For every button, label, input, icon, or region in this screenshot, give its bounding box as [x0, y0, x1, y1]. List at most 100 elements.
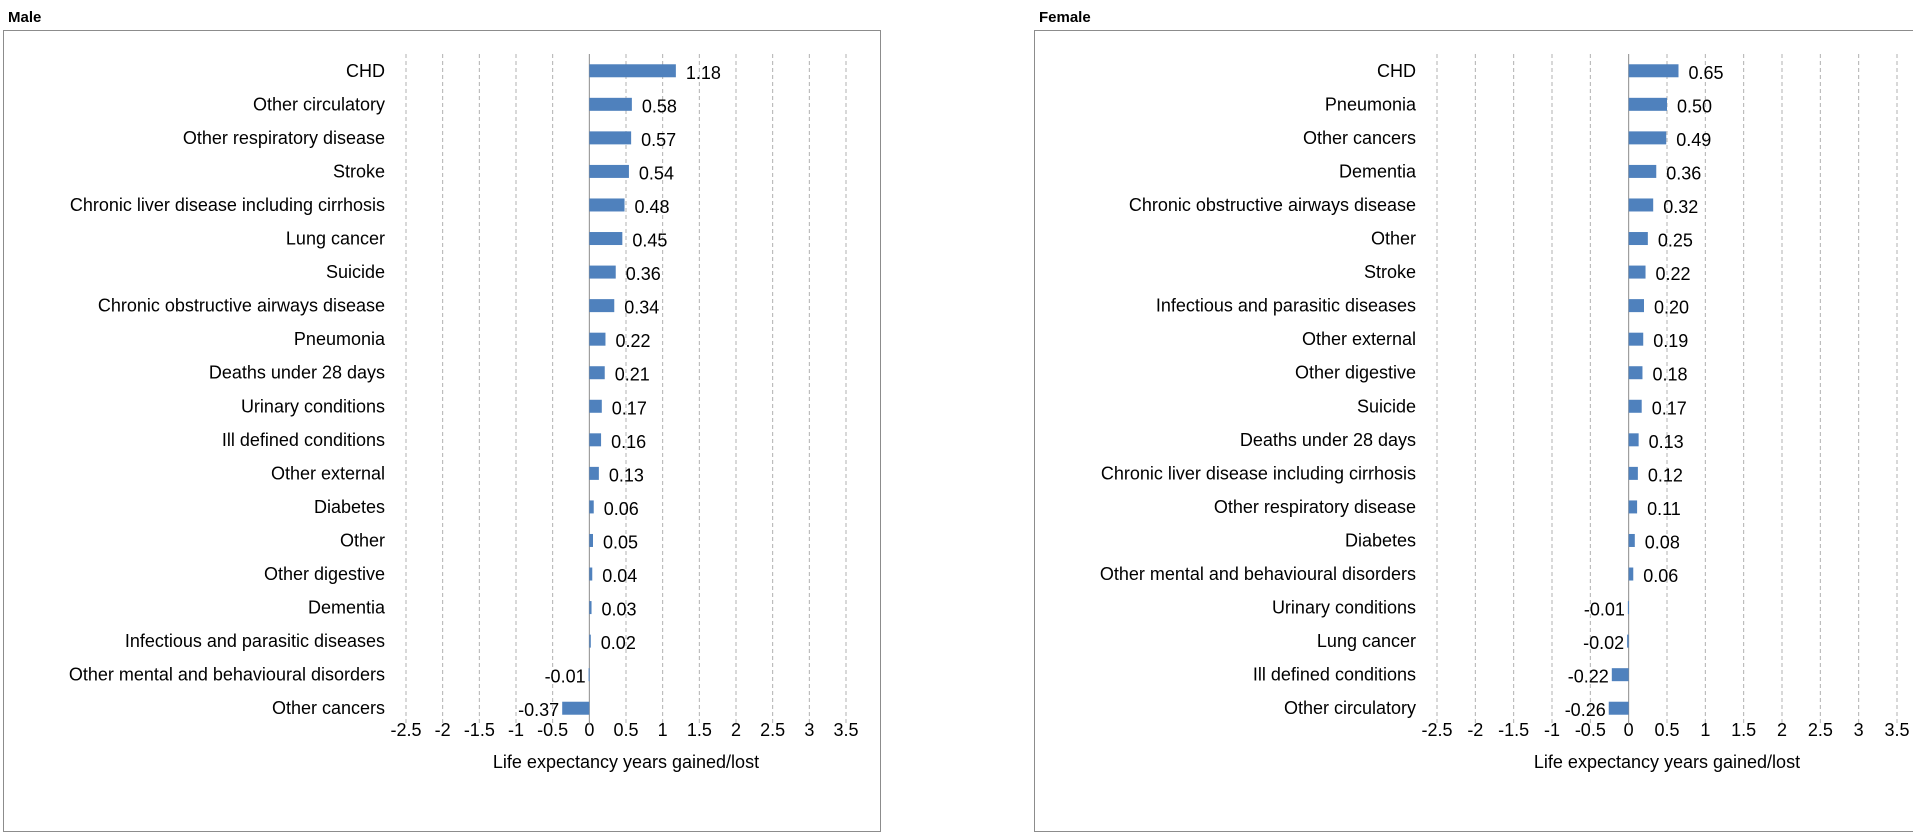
female-chart-frame: -2.5 -2 -1.5 -1 -0.5 0 0.5 1 1.5 2 2.5 3 3.5 CHD 0.65 P…	[1034, 30, 1913, 832]
bar	[1628, 500, 1638, 514]
data-label: 0.03	[602, 600, 637, 620]
category-label: Suicide	[1357, 396, 1416, 416]
bar	[589, 164, 629, 178]
x-tick-label: 1.5	[687, 720, 712, 740]
data-label: 0.22	[615, 331, 650, 351]
category-label: Chronic liver disease including cirrhosi…	[1101, 463, 1416, 483]
data-label: 0.20	[1654, 298, 1689, 318]
data-label: 0.57	[641, 130, 676, 150]
data-label: 0.34	[624, 298, 659, 318]
x-tick-label: 3.5	[833, 720, 858, 740]
x-tick-label: 2.5	[1808, 720, 1833, 740]
data-label: 0.06	[604, 499, 639, 519]
category-label: Other external	[271, 463, 385, 483]
category-label: Other	[1371, 229, 1416, 249]
data-label: 0.48	[635, 197, 670, 217]
x-tick-label: -1	[508, 720, 524, 740]
bar	[588, 668, 590, 682]
data-label: 0.12	[1648, 465, 1683, 485]
data-label: 0.58	[642, 96, 677, 116]
category-label: CHD	[346, 61, 385, 81]
category-label: Other circulatory	[1284, 698, 1416, 718]
category-label: Other mental and behavioural disorders	[69, 665, 385, 685]
data-label: 0.36	[1666, 163, 1701, 183]
category-label: Deaths under 28 days	[209, 363, 385, 383]
bar	[589, 299, 615, 313]
female-chart-title: Female	[1039, 9, 1091, 26]
bar	[589, 198, 625, 212]
data-label: 0.54	[639, 163, 674, 183]
bar	[1608, 701, 1629, 715]
data-label: 0.19	[1653, 331, 1688, 351]
category-label: Infectious and parasitic diseases	[125, 631, 385, 651]
category-label: Other digestive	[1295, 363, 1416, 383]
x-tick-label: 0	[584, 720, 594, 740]
x-tick-label: 1	[1700, 720, 1710, 740]
category-label: Pneumonia	[1325, 94, 1417, 114]
bar	[589, 500, 594, 514]
category-label: Chronic obstructive airways disease	[98, 296, 385, 316]
bar	[1628, 198, 1654, 212]
bar	[1627, 634, 1629, 648]
bar	[589, 131, 632, 145]
bar	[589, 567, 593, 581]
bar	[589, 232, 623, 246]
category-label: Diabetes	[1345, 530, 1416, 550]
bar	[589, 97, 632, 111]
category-label: Urinary conditions	[1272, 598, 1416, 618]
male-chart-title: Male	[8, 9, 42, 26]
bar	[1628, 299, 1644, 313]
data-label: 0.25	[1658, 231, 1693, 251]
bar	[1628, 332, 1644, 346]
data-label: -0.01	[1584, 600, 1625, 620]
x-axis-title: Life expectancy years gained/lost	[493, 752, 759, 772]
data-label: 0.13	[609, 465, 644, 485]
male-bar-chart: -2.5 -2 -1.5 -1 -0.5 0 0.5 1 1.5 2 2.5 3 3.5 CHD 1.18 O…	[69, 54, 859, 772]
data-label: 0.13	[1649, 432, 1684, 452]
data-label: 0.17	[612, 398, 647, 418]
data-label: 0.16	[611, 432, 646, 452]
x-tick-label: -2	[435, 720, 451, 740]
bar	[562, 701, 590, 715]
bar	[1628, 131, 1667, 145]
x-tick-label: 3.5	[1884, 720, 1909, 740]
x-tick-label: 2.5	[760, 720, 785, 740]
x-tick-label: 3	[804, 720, 814, 740]
category-label: Other	[340, 530, 385, 550]
x-axis-title: Life expectancy years gained/lost	[1534, 752, 1800, 772]
bar	[1628, 265, 1646, 279]
bar	[589, 601, 592, 615]
category-label: Other cancers	[272, 698, 385, 718]
x-tick-label: 0	[1624, 720, 1634, 740]
category-label: Infectious and parasitic diseases	[1156, 296, 1416, 316]
category-label: Other respiratory disease	[1214, 497, 1416, 517]
bar	[1628, 466, 1638, 480]
category-label: Lung cancer	[1317, 631, 1416, 651]
category-label: Suicide	[326, 262, 385, 282]
category-label: Dementia	[308, 598, 386, 618]
x-tick-label: 1	[658, 720, 668, 740]
x-tick-label: -1	[1544, 720, 1560, 740]
category-label: Other digestive	[264, 564, 385, 584]
data-label: 0.50	[1677, 96, 1712, 116]
data-label: 0.65	[1689, 63, 1724, 83]
category-label: Diabetes	[314, 497, 385, 517]
data-label: 0.49	[1676, 130, 1711, 150]
x-tick-label: 3	[1854, 720, 1864, 740]
bar	[589, 634, 591, 648]
data-label: 0.36	[626, 264, 661, 284]
data-label: -0.37	[518, 700, 559, 720]
bar	[589, 265, 616, 279]
x-tick-label: -2.5	[1421, 720, 1452, 740]
bar	[1628, 567, 1634, 581]
bar	[1628, 399, 1642, 413]
data-label: 0.45	[632, 231, 667, 251]
data-label: 0.32	[1663, 197, 1698, 217]
data-label: -0.02	[1583, 633, 1624, 653]
male-chart-frame: -2.5 -2 -1.5 -1 -0.5 0 0.5 1 1.5 2 2.5 3 3.5 CHD 1.18 O…	[3, 30, 881, 832]
bar	[1628, 366, 1643, 380]
bar	[589, 466, 599, 480]
bar	[1628, 97, 1667, 111]
category-label: Pneumonia	[294, 329, 386, 349]
bar	[1628, 64, 1679, 78]
